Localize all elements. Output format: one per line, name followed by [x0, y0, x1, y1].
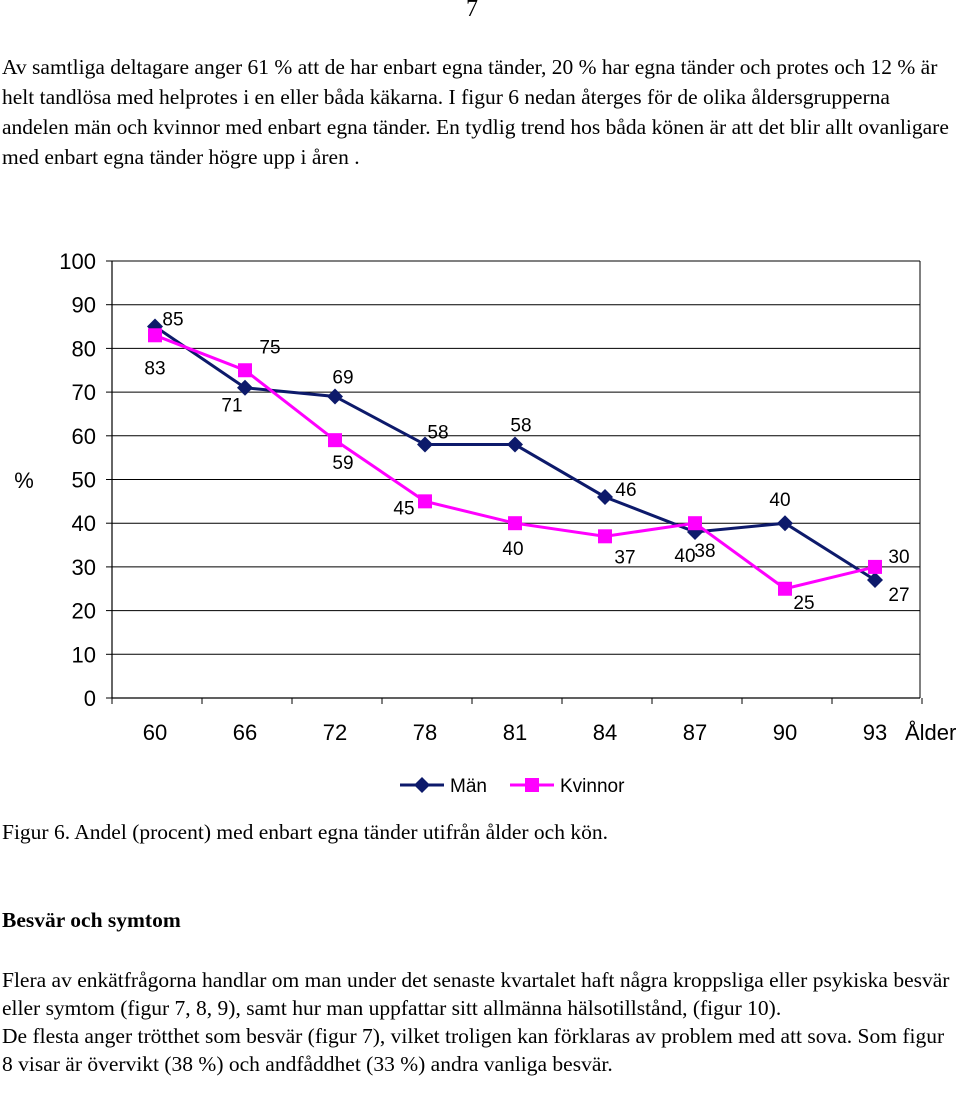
data-label: 25 — [793, 593, 814, 614]
page-number: 7 — [466, 0, 478, 22]
data-label: 75 — [259, 337, 280, 358]
intro-paragraph: Av samtliga deltagare anger 61 % att de … — [2, 55, 949, 169]
data-label: 85 — [162, 310, 183, 331]
data-point-marker — [327, 388, 343, 405]
legend-label: Kvinnor — [560, 776, 625, 797]
section-heading: Besvär och symtom — [2, 908, 181, 932]
data-label: 83 — [144, 358, 165, 379]
x-tick-label: 87 — [683, 720, 707, 745]
data-label: 71 — [221, 396, 242, 417]
x-tick-label: 93 — [863, 720, 887, 745]
legend-marker — [414, 777, 430, 793]
data-label: 30 — [888, 547, 909, 568]
data-label: 58 — [427, 423, 448, 444]
legend-marker — [525, 778, 539, 792]
data-point-marker — [237, 379, 253, 396]
x-tick-label: 81 — [503, 720, 527, 745]
data-label: 40 — [674, 546, 695, 567]
data-point-marker — [508, 516, 522, 531]
chart-axes — [106, 260, 923, 704]
data-point-marker — [867, 572, 883, 589]
data-point-marker — [328, 433, 342, 448]
y-tick-label: 100 — [59, 249, 96, 274]
data-point-marker — [417, 436, 433, 453]
y-tick-label: 50 — [72, 468, 96, 493]
y-tick-label: 40 — [72, 511, 96, 536]
data-point-marker — [598, 529, 612, 544]
data-label: 59 — [332, 453, 353, 474]
data-label: 45 — [393, 498, 414, 519]
figure-caption: Figur 6. Andel (procent) med enbart egna… — [2, 820, 608, 844]
x-tick-label: 60 — [143, 720, 167, 745]
y-tick-label: 10 — [72, 642, 96, 667]
x-tick-label: 72 — [323, 720, 347, 745]
x-tick-label: 84 — [593, 720, 617, 745]
chart-series — [147, 318, 883, 596]
data-point-marker — [688, 516, 702, 531]
y-tick-label: 20 — [72, 599, 96, 624]
data-point-marker — [418, 494, 432, 509]
y-tick-label: 60 — [72, 424, 96, 449]
data-label: 40 — [769, 490, 790, 511]
body-text: Flera av enkätfrågorna handlar om man un… — [2, 966, 952, 1078]
legend-label: Män — [450, 776, 487, 797]
data-label: 38 — [694, 541, 715, 562]
y-tick-label: 90 — [72, 293, 96, 318]
y-tick-label: 80 — [72, 336, 96, 361]
data-point-marker — [597, 488, 613, 505]
x-tick-labels: 60 66 72 78 81 84 87 90 93 — [143, 720, 887, 745]
body-paragraph: Flera av enkätfrågorna handlar om man un… — [2, 968, 950, 1020]
chart-legend: Män Kvinnor — [400, 776, 625, 797]
y-tick-label: 30 — [72, 555, 96, 580]
body-paragraph: De flesta anger trötthet som besvär (fig… — [2, 1024, 945, 1076]
data-point-marker — [507, 436, 523, 453]
data-label: 58 — [510, 416, 531, 437]
y-tick-label: 0 — [84, 686, 96, 711]
data-point-marker — [238, 363, 252, 378]
y-tick-labels: 0 10 20 30 40 50 60 70 80 90 100 — [59, 249, 96, 711]
data-point-marker — [148, 328, 162, 343]
data-label: 27 — [888, 585, 909, 606]
x-axis-label: Ålder — [905, 720, 956, 745]
x-tick-label: 66 — [233, 720, 257, 745]
data-point-marker — [777, 515, 793, 532]
x-tick-label: 78 — [413, 720, 437, 745]
data-label: 37 — [614, 547, 635, 568]
data-point-marker — [868, 559, 882, 574]
y-axis-label: % — [14, 468, 34, 493]
data-point-marker — [778, 581, 792, 596]
line-chart: 0 10 20 30 40 50 60 70 80 90 100 60 66 72 78 81 84 87 90 9… — [14, 249, 956, 797]
y-tick-label: 70 — [72, 380, 96, 405]
x-tick-label: 90 — [773, 720, 797, 745]
data-label: 69 — [332, 367, 353, 388]
data-label: 46 — [615, 480, 636, 501]
data-label: 40 — [502, 539, 523, 560]
